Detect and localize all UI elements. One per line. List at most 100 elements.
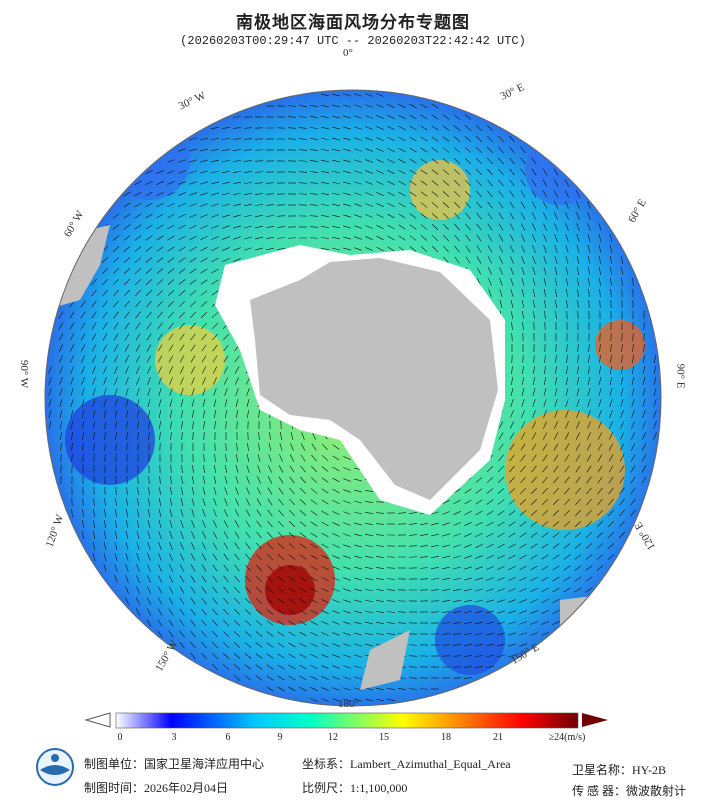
wind-arrow	[146, 355, 152, 363]
wind-arrow	[190, 652, 196, 660]
wind-arrow	[497, 510, 505, 516]
wind-arrow	[224, 377, 228, 385]
wind-arrow	[354, 698, 362, 702]
wind-arrow	[577, 299, 579, 309]
wind-arrow	[486, 666, 494, 668]
wind-arrow	[299, 686, 307, 692]
wind-arrow	[236, 420, 238, 430]
wind-arrow	[607, 554, 615, 560]
wind-arrow	[442, 180, 450, 186]
wind-arrow	[354, 522, 362, 526]
wind-arrow	[497, 499, 505, 505]
wind-arrow	[179, 311, 185, 319]
wind-arrow	[453, 499, 461, 505]
wind-arrow	[442, 511, 450, 515]
wind-arrow	[354, 93, 362, 97]
wind-arrow	[520, 190, 526, 198]
wind-arrow	[553, 168, 559, 176]
wind-arrow	[211, 192, 219, 196]
wind-arrow	[234, 355, 240, 363]
wind-arrow	[234, 542, 240, 550]
wind-arrow	[277, 631, 285, 637]
wind-arrow	[508, 610, 516, 614]
wind-arrow	[136, 410, 140, 418]
wind-arrow	[332, 477, 340, 483]
wind-arrow	[442, 147, 450, 153]
wind-arrow	[137, 498, 139, 506]
wind-arrow	[486, 566, 494, 570]
wind-arrow	[643, 332, 645, 342]
wind-arrow	[475, 566, 483, 570]
wind-arrow	[564, 487, 570, 495]
wind-arrow	[178, 224, 186, 230]
wind-arrow	[365, 93, 373, 97]
wind-arrow	[135, 322, 141, 330]
wind-arrow	[167, 235, 175, 241]
wind-arrow	[432, 245, 438, 253]
wind-arrow	[212, 619, 218, 627]
wind-arrow	[298, 182, 308, 184]
wind-arrow	[191, 410, 195, 418]
wind-arrow	[124, 322, 130, 330]
wind-arrow	[125, 575, 129, 583]
wind-arrow	[178, 257, 186, 263]
wind-arrow	[233, 608, 241, 616]
wind-arrow	[576, 245, 580, 253]
wind-arrow	[630, 465, 636, 473]
wind-arrow	[531, 168, 537, 176]
wind-arrow	[519, 610, 527, 614]
wind-arrow	[365, 566, 373, 570]
wind-arrow	[542, 465, 548, 473]
wind-arrow	[642, 388, 646, 396]
wind-arrow	[91, 300, 97, 308]
wind-arrow	[169, 520, 173, 528]
wind-arrow	[190, 575, 196, 583]
wind-arrow	[365, 137, 373, 141]
wind-arrow	[332, 665, 340, 669]
wind-arrow	[178, 170, 186, 174]
wind-arrow	[498, 190, 504, 198]
wind-arrow	[203, 420, 205, 430]
wind-arrow	[476, 245, 482, 253]
wind-arrow	[266, 686, 274, 692]
wind-arrow	[431, 103, 439, 109]
wind-arrow	[508, 521, 516, 527]
wind-arrow	[365, 104, 373, 108]
wind-arrow	[246, 454, 250, 462]
wind-arrow	[289, 487, 295, 495]
wind-arrow	[619, 476, 625, 484]
wind-arrow	[69, 333, 75, 341]
wind-arrow	[134, 191, 142, 197]
wind-arrow	[530, 632, 538, 636]
wind-arrow	[530, 576, 538, 582]
wind-arrow	[553, 190, 559, 198]
wind-arrow	[596, 554, 604, 560]
wind-arrow	[544, 300, 546, 308]
wind-arrow	[354, 159, 362, 163]
wind-arrow	[201, 608, 207, 616]
wind-arrow	[508, 510, 516, 516]
wind-arrow	[565, 278, 569, 286]
wind-arrow	[246, 399, 250, 407]
wind-arrow	[398, 169, 406, 175]
wind-arrow	[190, 322, 196, 330]
wind-arrow	[543, 421, 547, 429]
wind-arrow	[398, 224, 406, 230]
wind-arrow	[376, 632, 384, 636]
wind-arrow	[565, 421, 569, 429]
wind-arrow	[564, 432, 570, 440]
wind-arrow	[266, 609, 274, 615]
wind-arrow	[321, 676, 329, 680]
wind-arrow	[299, 620, 307, 626]
wind-arrow	[180, 388, 184, 396]
wind-arrow	[553, 476, 559, 484]
wind-arrow	[178, 235, 186, 241]
wind-arrow	[158, 542, 162, 550]
wind-arrow	[92, 421, 96, 429]
wind-arrow	[48, 388, 52, 396]
wind-arrow	[81, 388, 85, 396]
wind-arrow	[113, 278, 119, 286]
wind-arrow	[386, 567, 396, 569]
wind-arrow	[565, 410, 569, 418]
wind-arrow	[257, 465, 261, 473]
